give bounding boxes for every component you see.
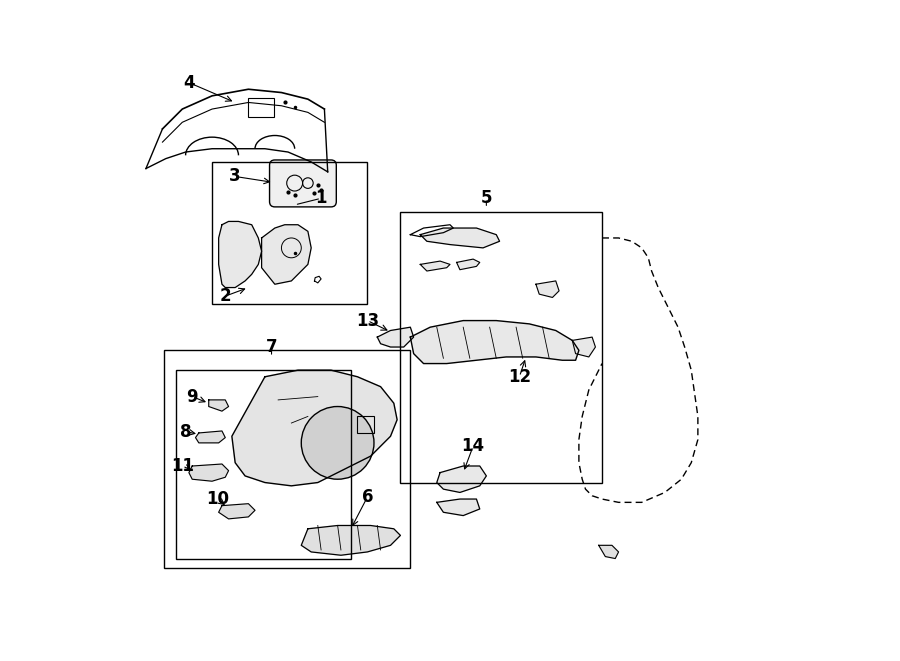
- Polygon shape: [302, 525, 400, 555]
- Polygon shape: [436, 499, 480, 516]
- Text: 3: 3: [230, 167, 241, 186]
- Polygon shape: [420, 261, 450, 271]
- Text: 9: 9: [186, 387, 198, 406]
- Polygon shape: [456, 259, 480, 270]
- Polygon shape: [536, 281, 559, 297]
- Bar: [357, 416, 374, 433]
- Bar: [400, 212, 602, 483]
- Polygon shape: [572, 337, 596, 357]
- Polygon shape: [420, 228, 500, 248]
- Polygon shape: [219, 504, 255, 519]
- Text: 2: 2: [220, 287, 231, 305]
- Polygon shape: [209, 400, 229, 411]
- Bar: [248, 98, 274, 117]
- Text: 8: 8: [180, 422, 192, 441]
- Polygon shape: [262, 225, 311, 284]
- Polygon shape: [232, 370, 397, 486]
- Bar: [165, 350, 410, 568]
- Polygon shape: [195, 431, 225, 443]
- Polygon shape: [598, 545, 618, 559]
- Text: 10: 10: [206, 490, 229, 508]
- Text: 13: 13: [356, 311, 379, 330]
- FancyBboxPatch shape: [269, 160, 337, 207]
- Circle shape: [302, 407, 374, 479]
- Text: 7: 7: [266, 338, 277, 356]
- Polygon shape: [377, 327, 414, 347]
- Text: 11: 11: [171, 457, 194, 475]
- Text: 12: 12: [508, 368, 531, 386]
- Bar: [176, 370, 351, 559]
- Text: 4: 4: [183, 73, 194, 92]
- Text: 6: 6: [362, 488, 374, 506]
- Polygon shape: [189, 464, 229, 481]
- Text: 14: 14: [462, 437, 485, 455]
- Polygon shape: [410, 321, 579, 364]
- Polygon shape: [436, 466, 486, 492]
- Text: 1: 1: [315, 189, 327, 208]
- Polygon shape: [219, 221, 262, 288]
- Bar: [212, 162, 367, 304]
- Text: 5: 5: [481, 189, 492, 208]
